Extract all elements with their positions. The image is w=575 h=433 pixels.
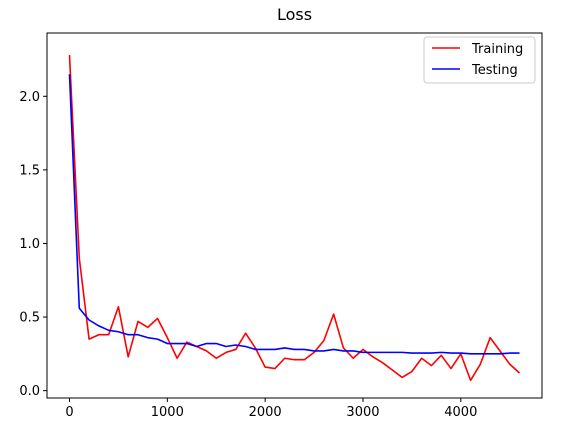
- legend: Training Testing: [423, 36, 536, 84]
- series-line-testing: [68, 74, 520, 355]
- legend-label-training: Training: [471, 42, 523, 57]
- y-tick-label: 0.0: [19, 384, 40, 399]
- legend-label-testing: Testing: [471, 63, 518, 78]
- x-tick-label: 4000: [444, 405, 477, 420]
- y-tick-label: 1.0: [19, 237, 40, 252]
- x-tick-label: 1000: [151, 405, 184, 420]
- y-tick-label: 1.5: [19, 163, 40, 178]
- series-layer: [68, 55, 521, 382]
- x-tick-label: 2000: [249, 405, 282, 420]
- y-tick-label: 0.5: [19, 311, 40, 326]
- series-line-training: [68, 55, 521, 382]
- chart-title: Loss: [277, 5, 312, 24]
- plot-frame: [46, 32, 543, 399]
- y-tick-label: 2.0: [19, 90, 40, 105]
- axes: 0 1000 2000 3000 4000 0.0 0.5 1.0 1.5 2.0: [19, 90, 477, 420]
- x-tick-label: 0: [65, 405, 73, 420]
- x-tick-label: 3000: [346, 405, 379, 420]
